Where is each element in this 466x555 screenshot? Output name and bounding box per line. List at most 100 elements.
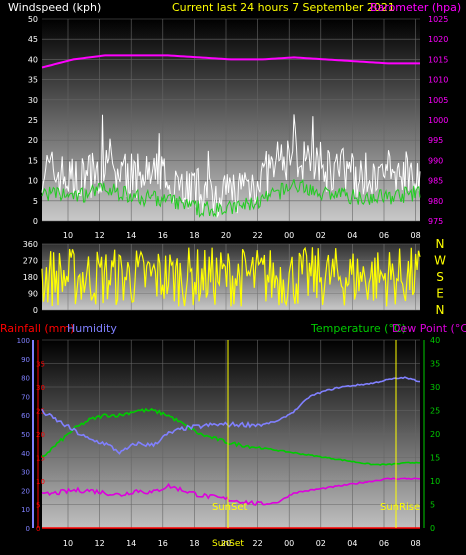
direction-tick: 360	[23, 240, 38, 249]
wind-left-tick: 20	[28, 136, 38, 145]
compass-label: N	[436, 303, 445, 317]
compass-label: E	[436, 287, 444, 301]
wind-left-tick: 15	[28, 156, 38, 165]
humidity-label: Humidity	[67, 322, 117, 335]
wind-x-tick: 00	[284, 231, 294, 240]
temp-x-tick: 10	[63, 539, 73, 548]
temperature-tick: 10	[430, 477, 440, 486]
barometer-tick: 1015	[428, 55, 448, 64]
temp-x-tick: 14	[126, 539, 136, 548]
rainfall-tick: 20	[36, 431, 45, 439]
barometer-series	[41, 54, 420, 69]
wind-left-axis: 0 5 10 15 20 25 30 35 40 45 50	[28, 15, 38, 226]
temp-x-tick: 00	[284, 539, 294, 548]
humidity-tick: 70	[21, 393, 30, 401]
temp-x-tick: 18	[189, 539, 199, 548]
compass-label: N	[436, 237, 445, 251]
humidity-tick: 10	[21, 506, 30, 514]
humidity-series	[41, 376, 421, 455]
wind-x-tick: 10	[63, 231, 73, 240]
barometer-tick: 980	[428, 197, 443, 206]
rainfall-tick: 25	[36, 408, 45, 416]
wind-left-tick: 0	[33, 217, 38, 226]
wind-left-tick: 5	[33, 197, 38, 206]
humidity-tick: 100	[17, 337, 30, 345]
rainfall-tick: 35	[36, 361, 45, 369]
windspeed-series	[41, 114, 421, 219]
rainfall-tick: 0	[36, 525, 40, 533]
temp-x-tick: 20	[221, 539, 231, 548]
wind-average-series	[41, 178, 421, 218]
rainfall-label: Rainfall (mm)	[0, 322, 74, 335]
temp-x-tick: 04	[347, 539, 357, 548]
chart-title: Current last 24 hours 7 September 2021	[172, 1, 395, 14]
temperature-axis: 0 5 10 15 20 25 30 35 40	[430, 336, 440, 533]
wind-left-tick: 35	[28, 76, 38, 85]
windspeed-label: Windspeed (kph)	[8, 1, 101, 14]
barometer-tick: 990	[428, 156, 443, 165]
temperature-tick: 25	[430, 407, 440, 416]
compass-label: S	[436, 270, 444, 284]
temp-x-tick: 12	[95, 539, 105, 548]
temperature-tick: 5	[430, 501, 435, 510]
humidity-tick: 80	[21, 375, 30, 383]
barometer-tick: 995	[428, 136, 443, 145]
barometer-tick: 1005	[428, 96, 448, 105]
temp-x-axis: 10 12 14 16 18 20 22 00 02 04 06 08	[63, 539, 421, 548]
dewpoint-series	[41, 477, 421, 506]
wind-x-tick: 06	[379, 231, 389, 240]
wind-left-tick: 25	[28, 116, 38, 125]
barometer-label: Barometer (hpa)	[370, 1, 461, 14]
rainfall-tick: 10	[36, 478, 45, 486]
temp-x-tick: 22	[253, 539, 263, 548]
direction-series	[41, 246, 421, 307]
humidity-tick: 90	[21, 356, 30, 364]
temperature-tick: 20	[430, 430, 440, 439]
humidity-tick: 40	[21, 450, 30, 458]
sunrise-marker: SunRise	[380, 502, 420, 513]
barometer-tick: 1000	[428, 116, 448, 125]
humidity-tick: 0	[26, 525, 30, 533]
barometer-tick: 985	[428, 177, 443, 186]
compass-label: W	[434, 254, 446, 268]
barometer-tick: 1025	[428, 15, 448, 24]
direction-left-axis: 0 90 180 270 360	[23, 240, 38, 315]
wind-x-tick: 18	[189, 231, 199, 240]
wind-x-tick: 08	[411, 231, 421, 240]
dewpoint-label: Dew Point (°C)	[392, 322, 466, 335]
humidity-tick: 50	[21, 431, 30, 439]
temperature-tick: 40	[430, 336, 440, 345]
barometer-right-axis: 975 980 985 990 995 1000 1005 1010 1015 1020 1025	[428, 15, 448, 226]
wind-x-tick: 20	[221, 231, 231, 240]
temperature-series	[42, 407, 420, 466]
wind-left-tick: 45	[28, 35, 38, 44]
wind-x-axis: 10 12 14 16 18 20 22 00 02 04 06 08	[63, 231, 421, 240]
direction-tick: 0	[33, 306, 38, 315]
rainfall-tick: 15	[36, 455, 45, 463]
temp-x-tick: 08	[411, 539, 421, 548]
temp-x-tick: 02	[316, 539, 326, 548]
wind-x-tick: 14	[126, 231, 136, 240]
temperature-label: Temperature (°C)	[310, 322, 406, 335]
direction-tick: 180	[23, 273, 38, 282]
temperature-tick: 30	[430, 383, 440, 392]
rainfall-tick: 30	[36, 384, 45, 392]
temp-x-tick: 06	[379, 539, 389, 548]
wind-x-tick: 12	[95, 231, 105, 240]
temperature-tick: 35	[430, 360, 440, 369]
wind-left-tick: 50	[28, 15, 38, 24]
direction-tick: 90	[28, 290, 38, 299]
barometer-tick: 1010	[428, 76, 448, 85]
wind-x-tick: 04	[347, 231, 357, 240]
humidity-tick: 30	[21, 469, 30, 477]
barometer-tick: 1020	[428, 35, 448, 44]
direction-tick: 270	[23, 257, 38, 266]
humidity-tick: 60	[21, 412, 30, 420]
barometer-tick: 975	[428, 217, 443, 226]
wind-x-tick: 22	[253, 231, 263, 240]
wind-x-tick: 02	[316, 231, 326, 240]
wind-left-tick: 30	[28, 96, 38, 105]
humidity-tick: 20	[21, 487, 30, 495]
temp-x-tick: 16	[158, 539, 168, 548]
